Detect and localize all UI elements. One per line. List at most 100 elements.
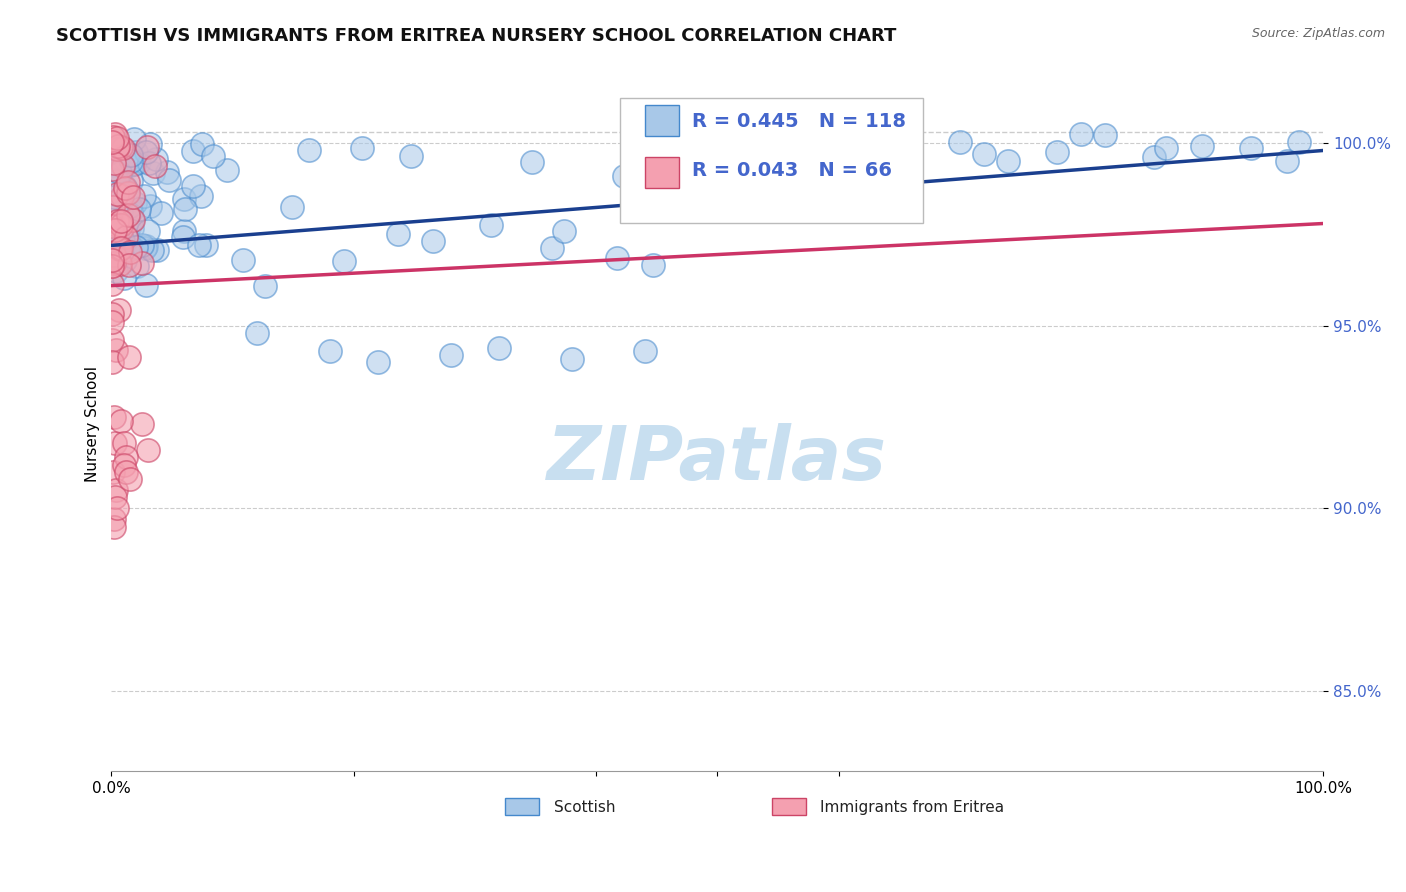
Point [120,174,142,188]
Point [172,230,194,244]
Point [399,149,422,163]
Point [118,199,141,213]
Point [149,206,172,220]
Point [1142,150,1164,164]
Point [117,244,139,258]
Point [121,213,143,227]
Text: Source: ZipAtlas.com: Source: ZipAtlas.com [1251,27,1385,40]
Point [1275,153,1298,168]
Point [100,355,122,369]
Point [852,151,875,165]
Point [191,136,214,151]
Point [101,141,124,155]
Point [105,227,128,242]
Point [145,153,167,167]
Point [108,257,131,271]
Point [110,214,132,228]
Point [117,185,139,199]
Y-axis label: Nursery School: Nursery School [86,367,100,483]
Point [973,147,995,161]
Point [422,234,444,248]
Point [134,241,156,255]
Point [115,465,138,479]
Point [108,242,131,256]
Point [107,251,129,265]
Point [1046,145,1069,160]
Point [101,334,124,348]
Point [136,442,159,457]
Point [173,224,195,238]
FancyBboxPatch shape [644,157,679,188]
Point [120,154,142,169]
Point [105,483,128,497]
Point [440,348,463,362]
Point [101,162,124,177]
Point [1154,141,1177,155]
Point [108,255,131,269]
Text: R = 0.043   N = 66: R = 0.043 N = 66 [692,161,891,179]
Point [633,344,655,359]
Point [117,147,139,161]
Point [766,161,789,175]
Text: R = 0.445   N = 118: R = 0.445 N = 118 [692,112,905,131]
Point [949,136,972,150]
Text: SCOTTISH VS IMMIGRANTS FROM ERITREA NURSERY SCHOOL CORRELATION CHART: SCOTTISH VS IMMIGRANTS FROM ERITREA NURS… [56,27,897,45]
Point [108,166,131,180]
Point [1239,141,1261,155]
Point [103,156,125,170]
Point [124,196,146,211]
Point [112,458,135,472]
Point [101,135,124,149]
Point [104,222,127,236]
Point [128,155,150,169]
Point [111,188,134,202]
Point [104,435,127,450]
Point [367,355,389,369]
Point [120,204,142,219]
Point [155,164,177,178]
Point [121,243,143,257]
Text: ZIPatlas: ZIPatlas [547,423,887,496]
Point [107,214,129,228]
Point [108,219,131,233]
Point [118,152,141,166]
Point [232,252,254,267]
Text: Scottish: Scottish [554,800,616,815]
Point [104,264,127,278]
Point [246,326,269,340]
Point [190,188,212,202]
Point [127,260,149,274]
Point [101,316,124,330]
Text: Immigrants from Eritrea: Immigrants from Eritrea [820,800,1004,815]
Point [101,129,124,144]
Point [108,303,131,318]
Point [136,224,159,238]
Point [107,501,129,516]
Point [101,171,124,186]
Point [107,174,129,188]
Point [114,253,136,268]
Point [173,202,195,217]
Point [1094,128,1116,143]
Point [125,240,148,254]
FancyBboxPatch shape [620,98,924,223]
Point [111,235,134,249]
Point [101,465,124,479]
Point [541,241,564,255]
Point [103,512,125,526]
Point [318,344,340,359]
Point [181,144,204,158]
Point [118,472,141,486]
Point [297,143,319,157]
Point [101,260,124,274]
Point [111,155,134,169]
Point [146,243,169,257]
Point [101,259,124,273]
Point [1191,139,1213,153]
Point [104,198,127,212]
Point [104,343,127,358]
Point [122,132,145,146]
Point [118,351,141,365]
Point [641,258,664,272]
Point [173,192,195,206]
